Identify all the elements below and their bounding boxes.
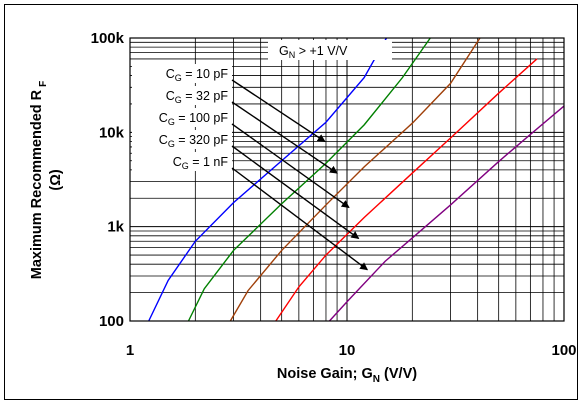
plot-area-border: [129, 37, 565, 322]
series-label: CG = 1 nF: [173, 155, 229, 171]
series-label-arrow: [231, 79, 326, 143]
series-label-bg: [132, 64, 232, 83]
series-line: [275, 58, 538, 322]
x-axis-label: Noise Gain; GN (V/V): [277, 366, 417, 385]
series-line: [229, 37, 481, 322]
tick-labels: 1 10 100 100 1k 10k 100k: [91, 30, 577, 359]
x-tick-label: 10: [339, 342, 356, 359]
series-label-arrow: [231, 167, 369, 271]
series-label-bg: [132, 108, 232, 127]
y-tick-label: 100: [99, 313, 124, 330]
series-label-arrow: [231, 145, 360, 240]
chart-frame: [4, 4, 578, 400]
annotations: GN > +1 V/V CG = 10 pF CG = 32 pF CG = 100 …: [132, 40, 392, 271]
series-layer: [148, 37, 565, 322]
x-tick-label: 1: [126, 342, 134, 359]
series-label: CG = 10 pF: [166, 67, 229, 83]
series-label-bg: [132, 152, 232, 171]
grid-lines: [129, 38, 564, 322]
y-axis-label-line1: Maximum Recommended RF: [29, 81, 49, 279]
y-axis-label-line2: (Ω): [48, 169, 64, 190]
series-label: CG = 32 pF: [166, 89, 229, 105]
series-label-bg: [132, 86, 232, 105]
y-tick-label: 1k: [107, 219, 124, 236]
series-label: CG = 320 pF: [159, 133, 229, 149]
condition-label: GN > +1 V/V: [279, 44, 348, 60]
x-tick-label: 100: [551, 342, 576, 359]
series-line: [148, 37, 388, 322]
series-label-arrow: [231, 123, 350, 208]
y-tick-label: 10k: [99, 124, 125, 141]
condition-box: [268, 40, 392, 60]
series-line: [187, 37, 431, 322]
series-label-arrow: [231, 101, 338, 174]
y-tick-label: 100k: [91, 30, 125, 47]
series-label: CG = 100 pF: [159, 111, 229, 127]
series-label-bg: [132, 130, 232, 149]
series-line: [328, 105, 565, 322]
